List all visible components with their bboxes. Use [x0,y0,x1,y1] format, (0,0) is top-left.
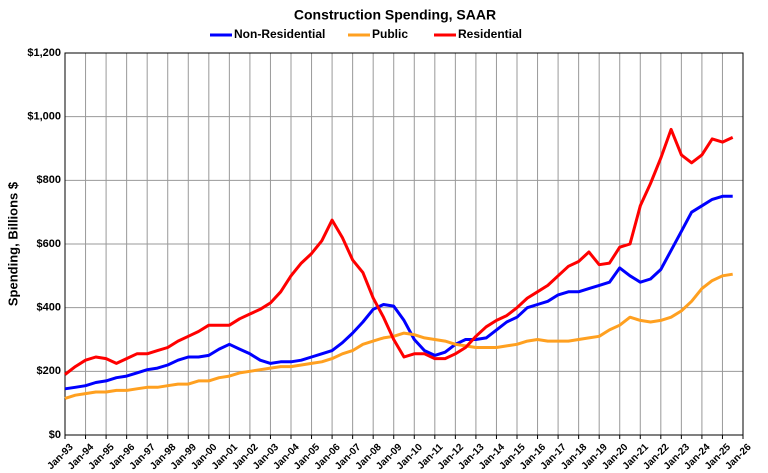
y-tick-label: $600 [37,238,61,250]
y-tick-label: $1,200 [27,47,61,59]
y-tick-label: $200 [37,365,61,377]
y-tick-label: $0 [49,429,61,441]
y-tick-label: $400 [37,302,61,314]
legend-label: Non-Residential [234,27,325,41]
y-tick-label: $800 [37,174,61,186]
legend-label: Residential [458,27,522,41]
series-line [64,127,734,376]
legend-label: Public [372,27,408,41]
series-line [64,272,733,400]
series-line [64,194,733,391]
chart-title: Construction Spending, SAAR [294,7,496,23]
y-tick-label: $1,000 [27,111,61,123]
y-axis-label: Spending, Billions $ [5,181,20,306]
plot-frame [64,52,744,436]
